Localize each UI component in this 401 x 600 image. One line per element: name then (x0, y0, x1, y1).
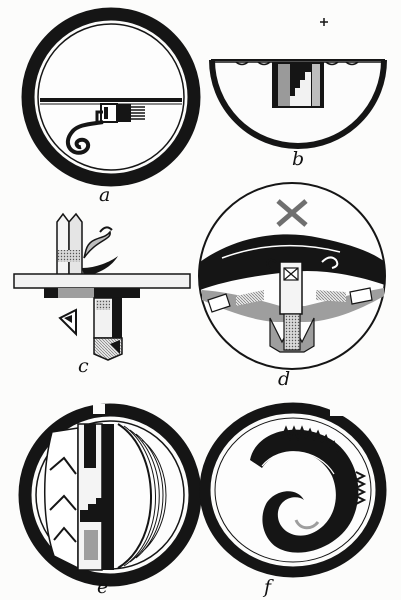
figure-c-drawing (13, 212, 191, 361)
figure-e-label: e (97, 576, 109, 598)
figure-f-drawing (199, 402, 387, 578)
figure-b-drawing (209, 18, 387, 149)
figure-a-drawing (21, 7, 201, 187)
figure-e-drawing (18, 403, 202, 587)
figure-d-label: d (278, 368, 291, 390)
figure-d-drawing (198, 182, 386, 370)
figure-a-label: a (99, 184, 111, 206)
figure-b-label: b (292, 148, 305, 170)
figure-c-label: c (78, 355, 89, 377)
figure-f-label: f (264, 576, 272, 598)
